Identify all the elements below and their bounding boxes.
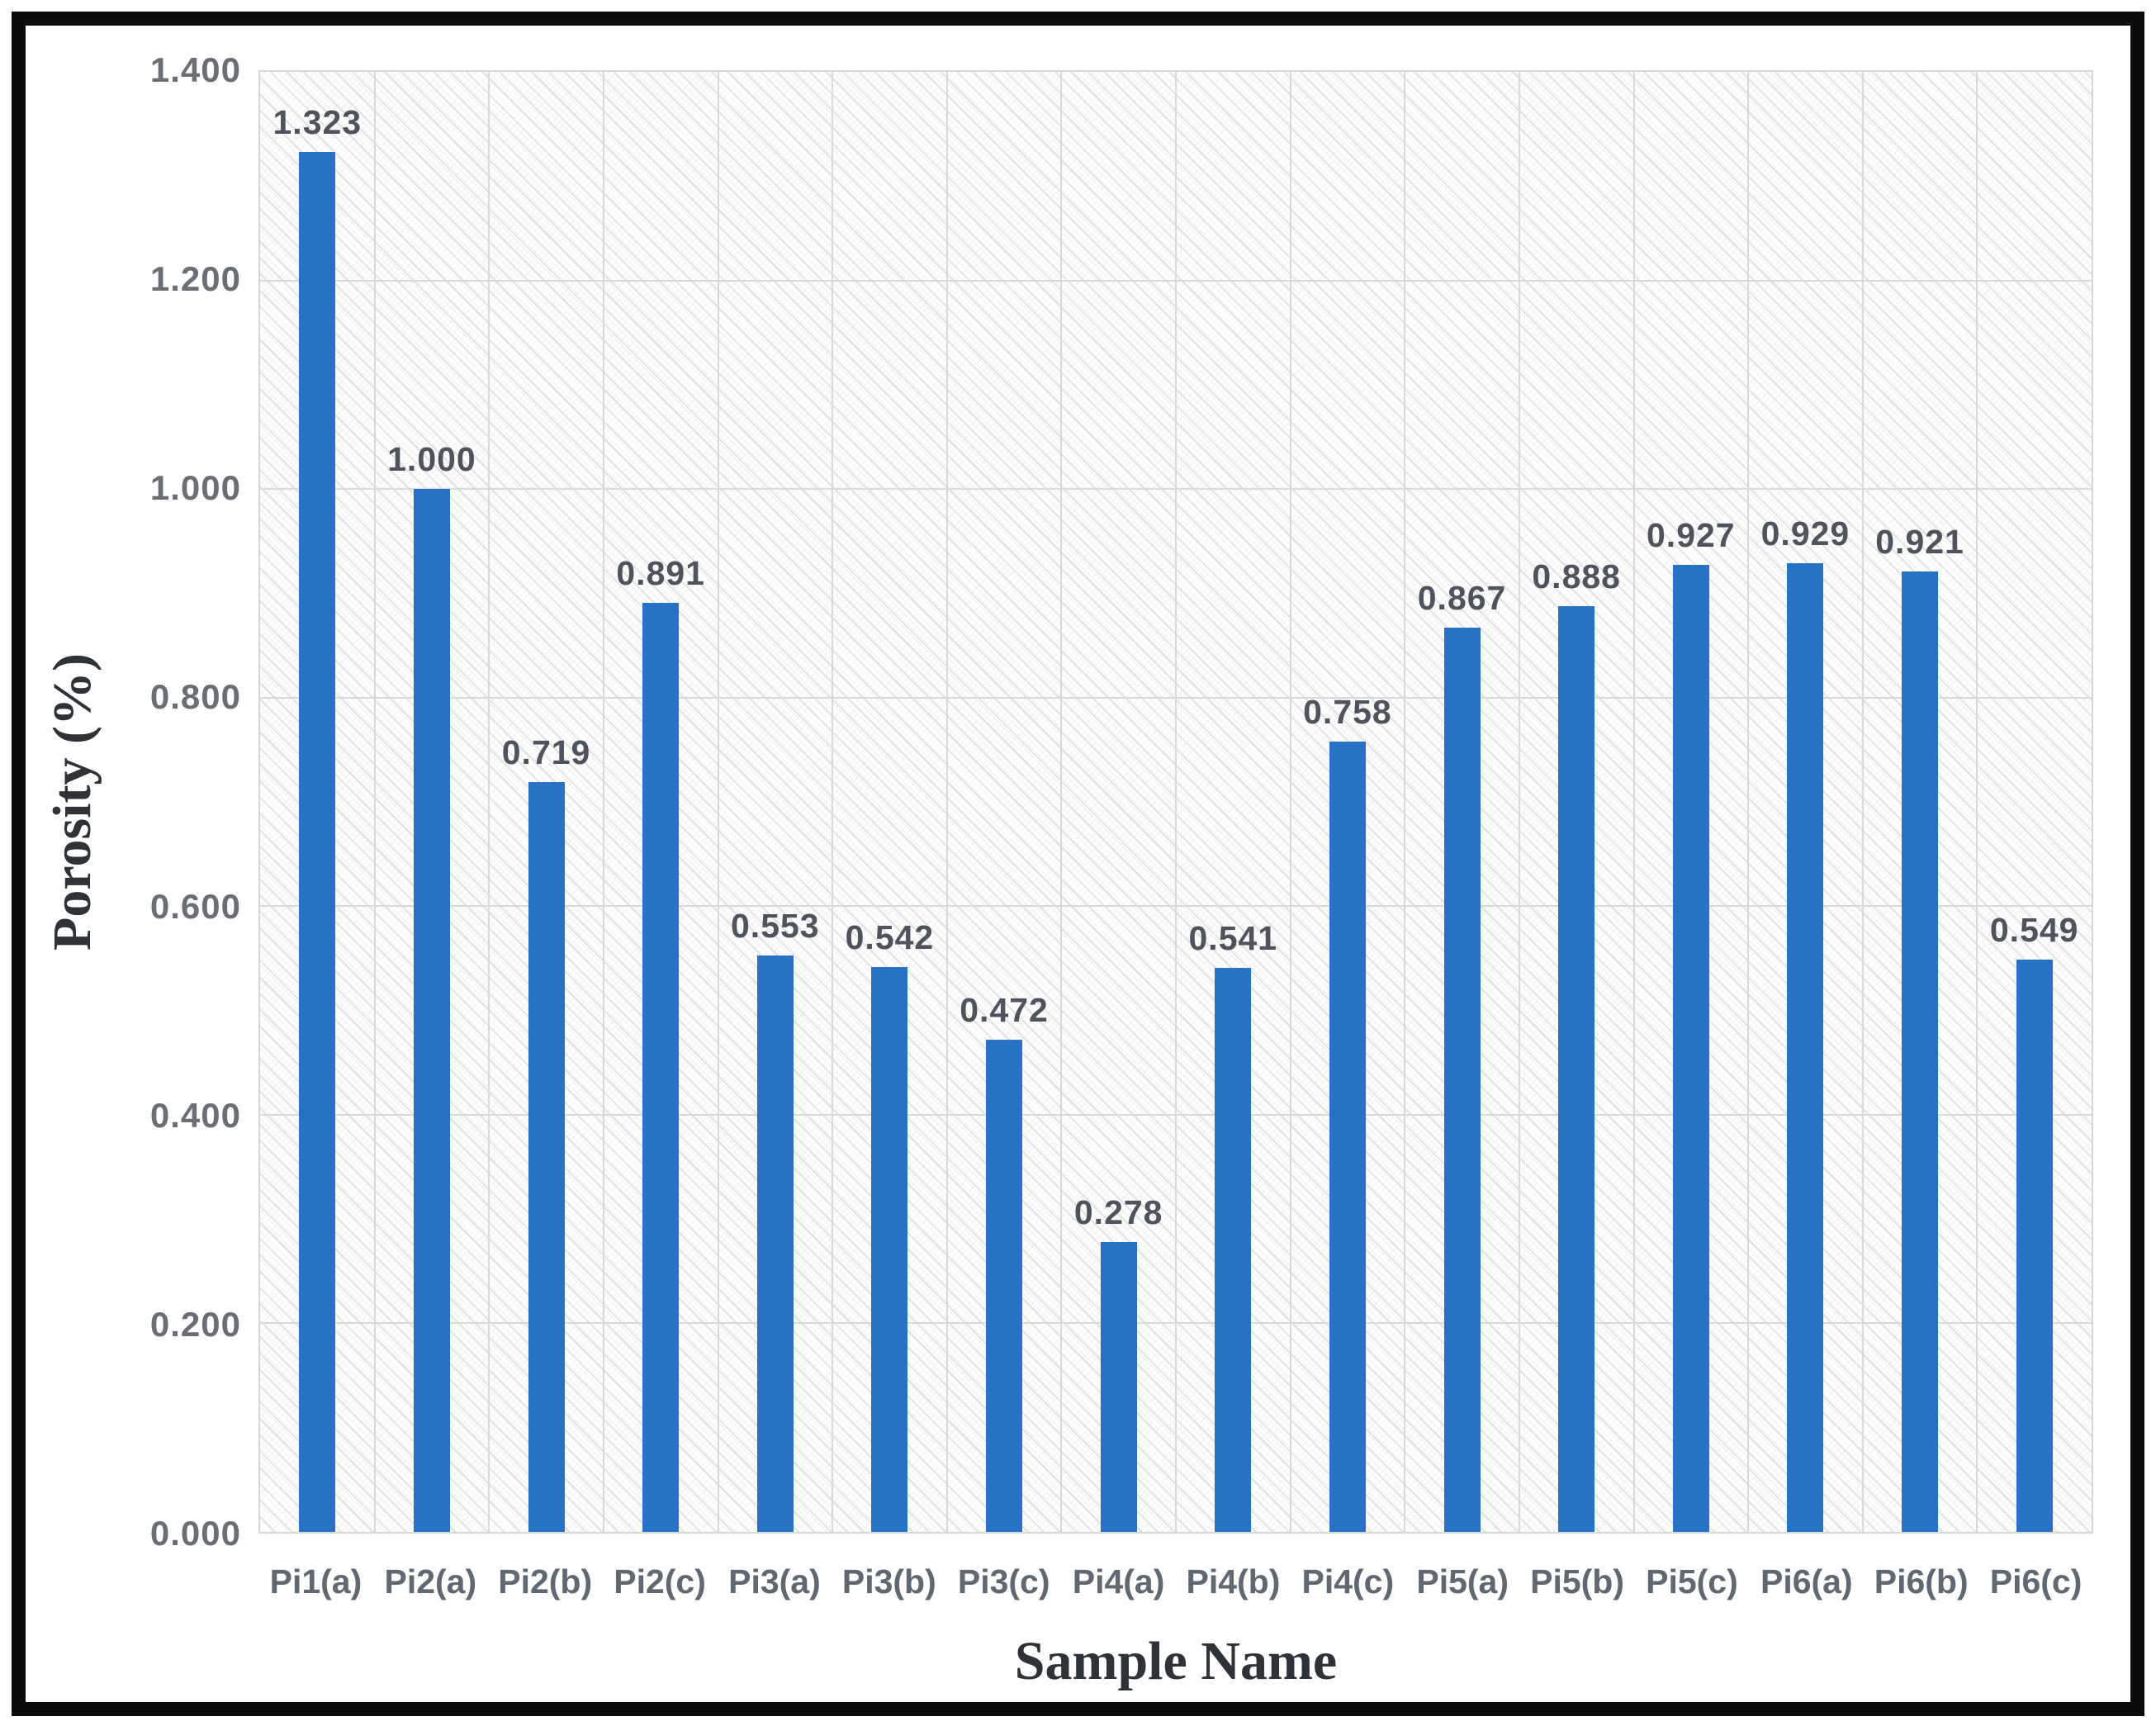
x-tick-label: Pi2(c) [614,1562,706,1600]
v-gridline [1060,72,1063,1532]
bar-value-label: 0.758 [1303,692,1392,731]
x-tick-label: Pi3(c) [957,1562,1050,1600]
bar-value-label: 0.278 [1073,1193,1163,1231]
v-gridline [1747,72,1750,1532]
x-tick-label: Pi6(c) [1989,1562,2083,1600]
x-tick-label: Pi4(b) [1186,1562,1281,1600]
x-tick-label: Pi2(b) [498,1562,593,1600]
x-tick-label: Pi3(a) [728,1562,821,1600]
x-tick-label: Pi5(b) [1530,1562,1625,1600]
bar [2016,959,2053,1532]
y-axis-ticks: 1.400 1.200 1.000 0.800 0.600 0.400 0.200 0.000 [0,50,241,1553]
x-tick-label: Pi4(a) [1072,1562,1165,1600]
y-tick-label: 0.800 [149,677,241,717]
bar-value-label: 0.541 [1188,918,1278,957]
bar-value-label: 0.542 [845,918,935,956]
v-gridline [717,72,719,1532]
bar [871,966,908,1532]
bar [756,955,794,1532]
bar [642,602,680,1532]
v-gridline [1861,72,1864,1532]
y-tick-label: 0.200 [149,1304,241,1344]
plot-area: 1.323 1.000 0.719 0.891 0.553 0.542 0.472 0.278… [258,70,2093,1534]
bar [1902,571,1939,1532]
y-tick-label: 1.000 [149,468,241,508]
x-tick-label: Pi2(a) [384,1562,477,1600]
bar-value-label: 0.929 [1760,514,1850,552]
bar [1329,741,1366,1532]
v-gridline [488,72,490,1532]
bar-value-label: 0.549 [1989,910,2079,949]
v-gridline [1404,72,1406,1532]
bar-value-label: 0.921 [1875,522,1964,561]
bar [413,489,450,1532]
y-tick-label: 1.400 [149,50,241,89]
v-gridline [945,72,948,1532]
bar-value-label: 0.888 [1532,557,1621,595]
x-tick-label: Pi3(b) [841,1562,936,1600]
v-gridline [1976,72,1978,1532]
v-gridline [1175,72,1177,1532]
x-tick-label: Pi5(c) [1646,1562,1738,1600]
v-gridline [602,72,604,1532]
bar-value-label: 0.472 [960,990,1049,1029]
bar [986,1039,1023,1532]
x-tick-label: Pi1(a) [269,1562,362,1600]
bar-value-label: 0.719 [501,733,591,772]
x-axis-title: Sample Name [1014,1631,1338,1691]
x-tick-label: Pi4(c) [1301,1562,1395,1600]
y-tick-label: 0.000 [149,1514,241,1553]
bar-value-label: 0.891 [616,553,705,592]
bar-value-label: 0.553 [731,906,820,945]
bar [1215,967,1252,1532]
x-tick-label: Pi6(b) [1874,1562,1969,1600]
v-gridline [373,72,376,1532]
bar [1443,628,1481,1532]
y-tick-label: 0.600 [149,886,241,926]
bar-value-label: 0.927 [1647,516,1736,555]
bar-value-label: 1.000 [387,440,476,479]
v-gridline [832,72,834,1532]
y-tick-label: 1.200 [149,259,241,299]
bar [528,782,565,1532]
v-gridline [1632,72,1635,1532]
x-tick-label: Pi5(a) [1416,1562,1509,1600]
v-gridline [1518,72,1520,1532]
v-gridline [1289,72,1291,1532]
bar-value-label: 0.867 [1417,579,1507,618]
bar-value-label: 1.323 [272,103,362,142]
bar [1672,565,1709,1532]
bar [1787,562,1824,1532]
y-tick-label: 0.400 [149,1095,241,1135]
x-tick-label: Pi6(a) [1760,1562,1853,1600]
x-axis-ticks: Pi1(a) Pi2(a) Pi2(b) Pi2(c) Pi3(a) Pi3(b) Pi3(… [258,1562,2093,1612]
bar [299,152,336,1532]
bar [1558,605,1595,1532]
bar [1100,1241,1137,1532]
